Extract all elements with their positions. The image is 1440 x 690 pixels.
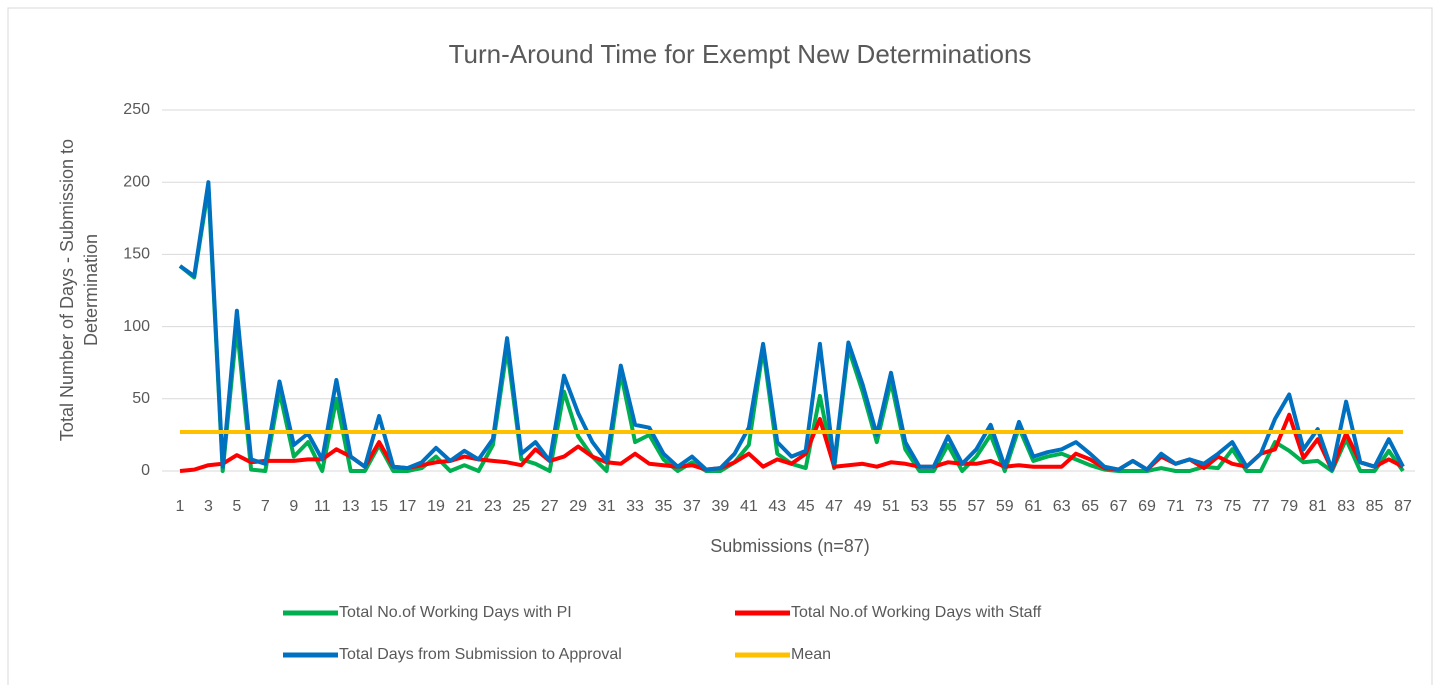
y-tick-label: 50 (132, 390, 150, 407)
x-tick-label: 23 (484, 498, 502, 515)
x-tick-label: 41 (740, 498, 758, 515)
chart-title: Turn-Around Time for Exempt New Determin… (449, 39, 1032, 69)
x-tick-label: 53 (911, 498, 929, 515)
x-tick-label: 59 (996, 498, 1014, 515)
x-tick-label: 81 (1309, 498, 1327, 515)
x-tick-label: 65 (1081, 498, 1099, 515)
legend-label: Total No.of Working Days with Staff (791, 604, 1042, 621)
x-tick-label: 43 (768, 498, 786, 515)
x-tick-label: 87 (1394, 498, 1412, 515)
x-tick-label: 67 (1110, 498, 1128, 515)
x-tick-label: 21 (456, 498, 474, 515)
data-line (179, 412, 1404, 473)
legend-label: Total No.of Working Days with PI (339, 604, 572, 621)
x-tick-label: 19 (427, 498, 445, 515)
x-tick-label: 11 (314, 498, 331, 515)
y-axis-title: Determination (81, 234, 101, 346)
x-tick-label: 3 (204, 498, 213, 515)
x-tick-label: 9 (289, 498, 298, 515)
x-tick-label: 61 (1024, 498, 1042, 515)
x-tick-label: 55 (939, 498, 957, 515)
x-tick-label: 15 (370, 498, 388, 515)
y-tick-label: 250 (123, 101, 150, 118)
x-tick-label: 17 (399, 498, 417, 515)
x-tick-label: 71 (1167, 498, 1185, 515)
x-tick-label: 31 (598, 498, 616, 515)
x-tick-label: 29 (569, 498, 587, 515)
x-tick-label: 63 (1053, 498, 1071, 515)
y-axis-title: Total Number of Days - Submission to (57, 139, 77, 441)
x-tick-label: 13 (342, 498, 360, 515)
y-tick-label: 100 (123, 318, 150, 335)
y-tick-label: 200 (123, 173, 150, 190)
x-tick-label: 27 (541, 498, 559, 515)
y-tick-label: 150 (123, 246, 150, 263)
x-tick-label: 57 (967, 498, 985, 515)
x-tick-label: 47 (825, 498, 843, 515)
x-tick-label: 25 (512, 498, 530, 515)
x-tick-label: 83 (1337, 498, 1355, 515)
x-tick-label: 75 (1223, 498, 1241, 515)
x-tick-label: 79 (1280, 498, 1298, 515)
legend-label: Total Days from Submission to Approval (339, 646, 622, 663)
x-tick-label: 5 (232, 498, 241, 515)
x-tick-label: 39 (711, 498, 729, 515)
x-tick-label: 51 (882, 498, 900, 515)
x-tick-label: 1 (176, 498, 185, 515)
x-tick-label: 77 (1252, 498, 1270, 515)
x-tick-label: 7 (261, 498, 270, 515)
x-tick-label: 35 (655, 498, 673, 515)
x-tick-label: 49 (854, 498, 872, 515)
y-tick-label: 0 (141, 462, 150, 479)
x-tick-label: 37 (683, 498, 701, 515)
x-axis-title: Submissions (n=87) (710, 536, 870, 556)
legend-label: Mean (791, 646, 831, 663)
x-tick-label: 45 (797, 498, 815, 515)
x-tick-label: 69 (1138, 498, 1156, 515)
x-tick-label: 73 (1195, 498, 1213, 515)
chart-frame (7, 7, 1433, 690)
x-tick-label: 33 (626, 498, 644, 515)
x-tick-label: 85 (1366, 498, 1384, 515)
